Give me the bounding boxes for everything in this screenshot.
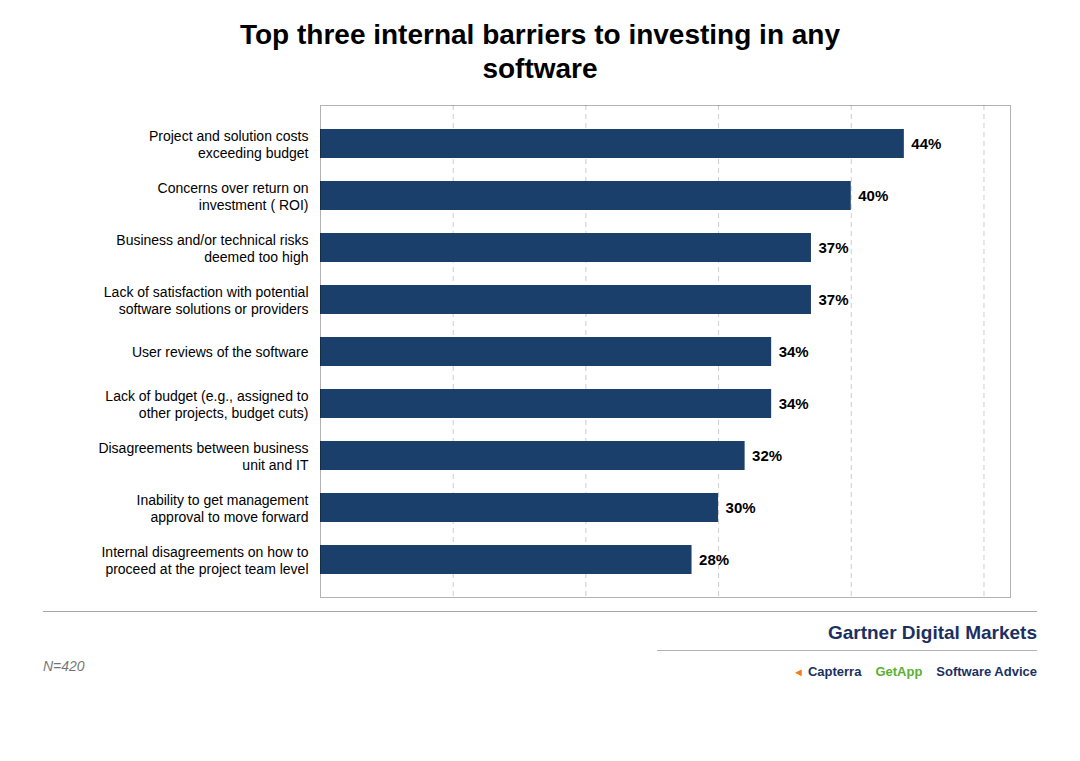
svg-text:28%: 28% [699,551,729,568]
svg-text:37%: 37% [818,239,848,256]
html-text:N=420: N=420 [43,658,85,675]
svg-text:34%: 34% [779,395,809,412]
svg-text:44%: 44% [911,135,941,152]
svg-text:Project and solution costsexce: Project and solution costsexceeding budg… [149,128,309,161]
html-text:Software Advice: Software Advice [936,664,1037,680]
svg-text:37%: 37% [818,291,848,308]
html-text:Top three internal barriers to: Top three internal barriers to investing… [240,19,840,84]
svg-text:Concerns over return oninvestm: Concerns over return oninvestment ( ROI) [158,180,309,213]
svg-text:32%: 32% [752,447,782,464]
svg-text:Lack of budget (e.g., assigned: Lack of budget (e.g., assigned toother p… [105,388,308,421]
svg-text:Business and/or technical risk: Business and/or technical risksdeemed to… [116,232,308,265]
html-text:Gartner Digital Markets: Gartner Digital Markets [827,622,1037,644]
html-text:◄ Capterra: ◄ Capterra [793,664,862,680]
svg-text:30%: 30% [726,499,756,516]
svg-text:40%: 40% [858,187,888,204]
svg-text:Disagreements between business: Disagreements between businessunit and I… [98,440,309,473]
svg-text:34%: 34% [779,343,809,360]
svg-text:Internal disagreements on how: Internal disagreements on how toproceed … [101,544,308,577]
svg-text:Inability to get managementapp: Inability to get managementapproval to m… [137,492,309,525]
svg-text:User reviews of the software: User reviews of the software [132,345,309,361]
html-text:GetApp: GetApp [875,664,923,680]
svg-text:Lack of satisfaction with pote: Lack of satisfaction with potentialsoftw… [104,284,309,317]
